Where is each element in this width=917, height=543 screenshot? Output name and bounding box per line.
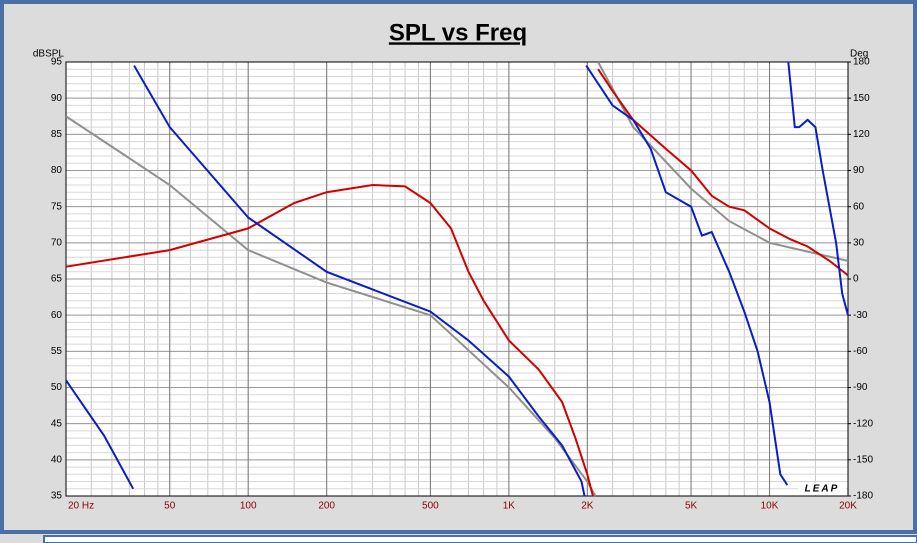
- y-tick-label: 85: [51, 129, 63, 140]
- series-line: [65, 61, 849, 497]
- y-tick-label: 40: [51, 454, 63, 465]
- x-tick-label: 50: [164, 501, 176, 512]
- x-tick-label: 500: [422, 501, 439, 512]
- logo-box: [798, 483, 846, 495]
- logo: LEAP: [805, 484, 840, 495]
- y2-tick-label: 150: [853, 93, 870, 104]
- y-tick-label: 90: [51, 93, 63, 104]
- status-bar: [43, 535, 917, 543]
- x-tick-label: 2K: [581, 501, 594, 512]
- x-tick-label: 10K: [761, 501, 779, 512]
- y2-tick-label: -90: [853, 382, 868, 393]
- y2-axis-label: Deg: [850, 49, 868, 60]
- y-tick-label: 35: [51, 491, 63, 502]
- y-axis-label: dBSPL: [33, 49, 65, 60]
- chart-title: SPL vs Freq: [389, 19, 527, 46]
- y2-tick-label: 0: [853, 274, 859, 285]
- y2-tick-label: 120: [853, 129, 870, 140]
- x-tick-label: 20 Hz: [68, 501, 94, 512]
- y-tick-label: 50: [51, 382, 63, 393]
- x-tick-label: 5K: [685, 501, 698, 512]
- y-tick-label: 65: [51, 274, 63, 285]
- x-tick-label: 20K: [839, 501, 857, 512]
- y-tick-label: 55: [51, 346, 63, 357]
- y2-tick-label: -150: [853, 454, 873, 465]
- x-tick-label: 100: [240, 501, 257, 512]
- y2-tick-label: 60: [853, 201, 865, 212]
- y2-tick-label: 30: [853, 237, 865, 248]
- x-tick-label: 200: [318, 501, 335, 512]
- y2-tick-label: 180: [853, 57, 870, 68]
- y-tick-label: 80: [51, 165, 63, 176]
- y-tick-label: 75: [51, 201, 63, 212]
- y2-tick-label: -30: [853, 310, 868, 321]
- y-tick-label: 70: [51, 237, 63, 248]
- x-tick-label: 1K: [503, 501, 516, 512]
- y2-tick-label: -180: [853, 491, 873, 502]
- plot-border: [65, 61, 849, 497]
- y2-tick-label: -120: [853, 418, 873, 429]
- y-tick-label: 45: [51, 418, 63, 429]
- y-tick-label: 95: [51, 57, 63, 68]
- y2-tick-label: 90: [853, 165, 865, 176]
- y2-tick-label: -60: [853, 346, 868, 357]
- y-tick-label: 60: [51, 310, 63, 321]
